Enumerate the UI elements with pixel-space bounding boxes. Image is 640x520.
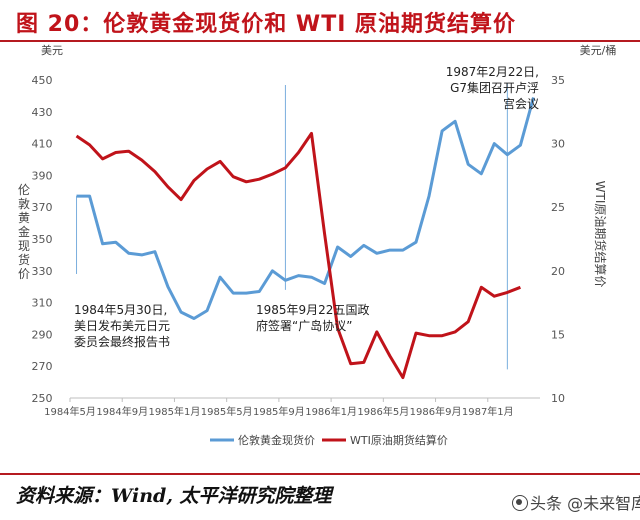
- right-tick-label: 25: [551, 201, 565, 214]
- left-tick-label: 290: [32, 328, 53, 341]
- series-lines: [75, 97, 535, 380]
- annotation-line: 府签署“广岛协议”: [256, 318, 352, 333]
- left-axis-ticks: 250 270 290 310 330 350 370 390 410 430 450: [32, 74, 53, 405]
- annotation-line: 美日发布美元日元: [74, 318, 170, 333]
- source-note: 资料来源：Wind, 太平洋研究院整理: [16, 485, 332, 507]
- right-tick-label: 20: [551, 265, 565, 278]
- right-tick-label: 35: [551, 74, 565, 87]
- left-axis-title-char: 黄: [18, 211, 30, 225]
- left-tick-label: 430: [32, 106, 53, 119]
- annotation-line: 1985年9月22五国政: [256, 303, 369, 317]
- x-axis-ticks: 1984年5月 1984年9月 1985年1月 1985年5月 1985年9月 1986年…: [44, 398, 514, 418]
- left-tick-label: 330: [32, 265, 53, 278]
- right-axis-title: WTI原油期货结算价: [593, 181, 608, 288]
- right-unit-label: 美元/桶: [580, 43, 617, 57]
- right-tick-label: 15: [551, 328, 565, 341]
- left-axis-title-char: 敦: [18, 196, 30, 211]
- left-axis-title-char: 价: [18, 267, 30, 281]
- marker-annotation: 1984年5月30日,美日发布美元日元委员会最终报告书: [74, 303, 170, 349]
- x-tick-label: 1984年5月: [44, 405, 96, 418]
- left-tick-label: 450: [32, 74, 53, 87]
- x-tick-label: 1985年5月: [201, 405, 253, 418]
- left-tick-label: 310: [32, 297, 53, 310]
- page-title: 图 20：伦敦黄金现货价和 WTI 原油期货结算价: [16, 12, 517, 37]
- left-tick-label: 270: [32, 360, 53, 373]
- left-axis-title-char: 货: [18, 252, 30, 267]
- chart-legend: 伦敦黄金现货价 WTI原油期货结算价: [210, 433, 448, 447]
- annotation-line: 1987年2月22日,: [446, 65, 539, 79]
- left-tick-label: 370: [32, 201, 53, 214]
- left-axis-title-char: 金: [18, 224, 30, 239]
- right-axis-ticks: 10 15 20 25 30 35: [551, 74, 565, 405]
- gold-price-line: [76, 97, 535, 320]
- x-tick-label: 1986年5月: [357, 405, 409, 418]
- title-bar: 图 20：伦敦黄金现货价和 WTI 原油期货结算价: [0, 0, 640, 40]
- x-tick-label: 1984年9月: [96, 405, 148, 418]
- left-axis-title-char: 现: [18, 239, 30, 253]
- legend-label: 伦敦黄金现货价: [238, 433, 315, 447]
- right-tick-label: 30: [551, 138, 565, 151]
- title-divider: [0, 40, 640, 42]
- left-tick-label: 350: [32, 233, 53, 246]
- marker-lines: [76, 83, 508, 370]
- left-axis-title: 伦敦黄金现货价: [18, 182, 30, 281]
- annotation-line: 1984年5月30日,: [74, 303, 167, 317]
- right-tick-label: 10: [551, 392, 565, 405]
- annotation-line: 宫会议: [503, 96, 539, 111]
- x-tick-label: 1985年9月: [253, 405, 305, 418]
- legend-label: WTI原油期货结算价: [350, 433, 448, 447]
- annotation-line: G7集团召开卢浮: [450, 80, 539, 95]
- source-divider: [0, 473, 640, 475]
- watermark: 头条 @未来智库: [512, 490, 640, 514]
- watermark-text: 头条 @未来智库: [530, 494, 640, 513]
- x-tick-label: 1985年1月: [149, 405, 201, 418]
- annotations: 1984年5月30日,美日发布美元日元委员会最终报告书 1985年9月22五国政府…: [74, 65, 539, 349]
- left-tick-label: 410: [32, 138, 53, 151]
- watermark-logo-icon: [512, 495, 528, 511]
- left-axis-title-char: 伦: [18, 182, 30, 197]
- left-tick-label: 390: [32, 169, 53, 182]
- annotation-line: 委员会最终报告书: [74, 334, 170, 349]
- left-tick-label: 250: [32, 392, 53, 405]
- left-unit-label: 美元: [41, 44, 63, 57]
- chart-canvas: 250 270 290 310 330 350 370 390 410 430 450 10 15 20…: [18, 43, 616, 447]
- wti-price-line: [75, 131, 521, 380]
- marker-annotation: 1985年9月22五国政府签署“广岛协议”: [256, 303, 369, 333]
- marker-annotation: 1987年2月22日, G7集团召开卢浮宫会议: [446, 65, 539, 111]
- x-tick-label: 1986年9月: [410, 405, 462, 418]
- x-tick-label: 1986年1月: [305, 405, 357, 418]
- x-tick-label: 1987年1月: [462, 405, 514, 418]
